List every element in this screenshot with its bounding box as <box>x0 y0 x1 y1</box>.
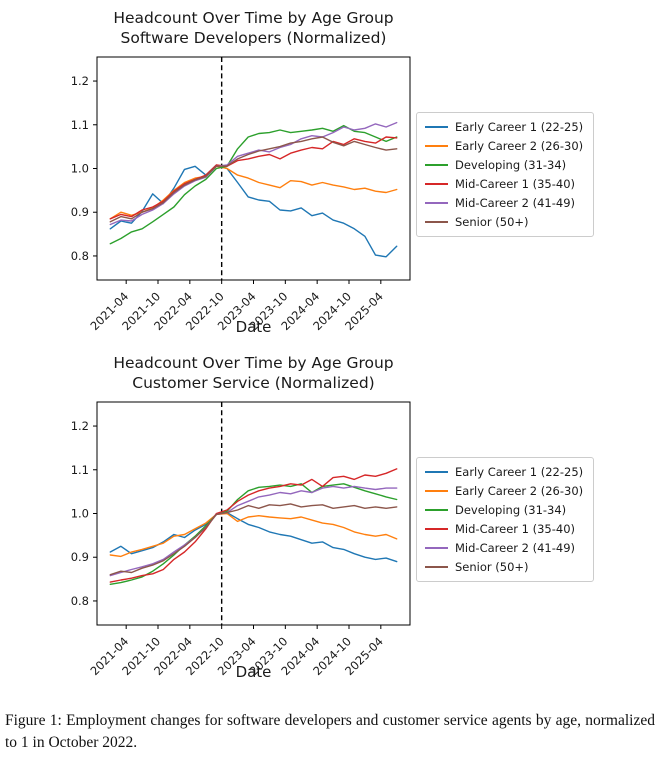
legend-label: Developing (31-34) <box>455 503 567 517</box>
legend-item: Mid-Career 2 (41-49) <box>425 196 583 210</box>
legend-line-swatch <box>425 471 448 473</box>
y-tick-label: 0.9 <box>71 205 89 219</box>
legend-line-swatch <box>425 509 448 511</box>
series-line-mid-career-1-35-40 <box>109 468 398 583</box>
plot-border <box>96 56 411 281</box>
legend-label: Developing (31-34) <box>455 158 567 172</box>
legend-item: Early Career 1 (22-25) <box>425 120 583 134</box>
series-line-mid-career-2-41-49 <box>109 121 398 226</box>
legend-line-swatch <box>425 183 448 185</box>
legend-label: Early Career 1 (22-25) <box>455 465 584 479</box>
legend-line-swatch <box>425 164 448 166</box>
series-line-developing-31-34 <box>109 124 398 245</box>
chart-title-software-developers: Headcount Over Time by Age Group Softwar… <box>77 8 430 49</box>
legend-item: Senior (50+) <box>425 560 583 574</box>
legend-item: Developing (31-34) <box>425 158 583 172</box>
legend-line-swatch <box>425 221 448 223</box>
chart-title-customer-service: Headcount Over Time by Age Group Custome… <box>77 353 430 394</box>
legend: Early Career 1 (22-25) Early Career 2 (26… <box>416 457 595 582</box>
series-line-senior-50 <box>109 503 398 576</box>
legend: Early Career 1 (22-25) Early Career 2 (26… <box>416 112 595 237</box>
legend-item: Early Career 2 (26-30) <box>425 139 583 153</box>
legend-item: Early Career 1 (22-25) <box>425 465 583 479</box>
legend-item: Senior (50+) <box>425 215 583 229</box>
x-axis-label: Date <box>235 318 272 336</box>
legend-item: Mid-Career 2 (41-49) <box>425 541 583 555</box>
y-tick-label: 0.9 <box>71 550 89 564</box>
legend-label: Early Career 2 (26-30) <box>455 139 584 153</box>
legend-label: Early Career 2 (26-30) <box>455 484 584 498</box>
legend-line-swatch <box>425 126 448 128</box>
legend-label: Early Career 1 (22-25) <box>455 120 584 134</box>
y-tick-label: 0.8 <box>71 594 89 608</box>
legend-line-swatch <box>425 528 448 530</box>
figure-software-developers: Headcount Over Time by Age Group Softwar… <box>0 0 660 345</box>
legend-label: Senior (50+) <box>455 560 529 574</box>
plot-svg-customer-service: 0.80.91.01.11.22021-042021-102022-042022… <box>71 401 411 678</box>
legend-line-swatch <box>425 490 448 492</box>
legend-line-swatch <box>425 547 448 549</box>
plot-border <box>96 401 411 626</box>
legend-item: Mid-Career 1 (35-40) <box>425 522 583 536</box>
series-line-early-career-1-22-25 <box>109 511 398 563</box>
series-line-senior-50 <box>109 136 398 223</box>
legend-label: Mid-Career 2 (41-49) <box>455 541 576 555</box>
plot-svg-software-developers: 0.80.91.01.11.22021-042021-102022-042022… <box>71 56 411 333</box>
legend-item: Early Career 2 (26-30) <box>425 484 583 498</box>
series-line-mid-career-1-35-40 <box>109 136 398 220</box>
y-tick-label: 1.0 <box>71 162 89 176</box>
y-tick-label: 1.1 <box>71 118 89 132</box>
legend-item: Mid-Career 1 (35-40) <box>425 177 583 191</box>
figure-customer-service: Headcount Over Time by Age Group Custome… <box>0 345 660 690</box>
legend-line-swatch <box>425 202 448 204</box>
legend-label: Mid-Career 2 (41-49) <box>455 196 576 210</box>
series-line-mid-career-2-41-49 <box>109 485 398 577</box>
series-line-early-career-1-22-25 <box>109 164 398 258</box>
legend-label: Senior (50+) <box>455 215 529 229</box>
chart-title-line2: Software Developers (Normalized) <box>120 29 387 48</box>
chart-title-line1: Headcount Over Time by Age Group <box>113 9 394 27</box>
series-line-early-career-2-26-30 <box>109 165 398 220</box>
legend-label: Mid-Career 1 (35-40) <box>455 522 576 536</box>
series-line-early-career-2-26-30 <box>109 512 398 558</box>
chart-title-line2: Customer Service (Normalized) <box>132 374 375 393</box>
y-tick-label: 0.8 <box>71 249 89 263</box>
legend-label: Mid-Career 1 (35-40) <box>455 177 576 191</box>
figure-caption: Figure 1: Employment changes for softwar… <box>5 712 655 752</box>
chart-title-line1: Headcount Over Time by Age Group <box>113 354 394 372</box>
legend-item: Developing (31-34) <box>425 503 583 517</box>
x-axis-label: Date <box>235 663 272 681</box>
legend-line-swatch <box>425 145 448 147</box>
y-tick-label: 1.1 <box>71 463 89 477</box>
y-tick-label: 1.2 <box>71 74 89 88</box>
y-tick-label: 1.0 <box>71 507 89 521</box>
y-tick-label: 1.2 <box>71 419 89 433</box>
legend-line-swatch <box>425 566 448 568</box>
series-line-developing-31-34 <box>109 483 398 586</box>
